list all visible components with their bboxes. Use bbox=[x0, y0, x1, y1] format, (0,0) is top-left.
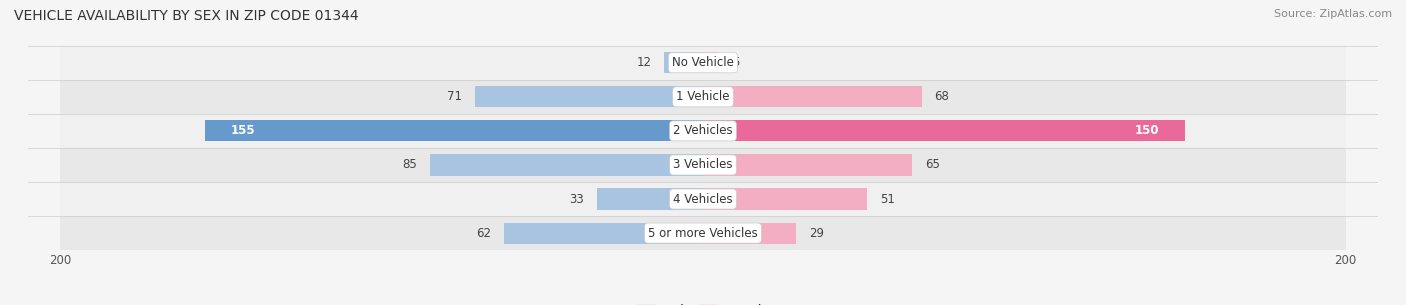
Bar bbox=[503, 223, 703, 244]
Text: Source: ZipAtlas.com: Source: ZipAtlas.com bbox=[1274, 9, 1392, 19]
Legend: Male, Female: Male, Female bbox=[633, 300, 773, 305]
Text: 2 Vehicles: 2 Vehicles bbox=[673, 124, 733, 137]
Bar bbox=[60, 114, 1346, 148]
Text: 12: 12 bbox=[637, 56, 651, 69]
Text: 5: 5 bbox=[733, 56, 740, 69]
Bar bbox=[665, 52, 703, 73]
Bar bbox=[703, 223, 796, 244]
Text: 33: 33 bbox=[569, 192, 583, 206]
Bar bbox=[475, 86, 703, 107]
Bar bbox=[703, 86, 921, 107]
Text: 1 Vehicle: 1 Vehicle bbox=[676, 90, 730, 103]
Text: 62: 62 bbox=[475, 227, 491, 239]
Bar bbox=[430, 154, 703, 175]
Bar bbox=[703, 154, 912, 175]
Bar bbox=[703, 52, 718, 73]
Text: 155: 155 bbox=[231, 124, 256, 137]
Text: 68: 68 bbox=[935, 90, 949, 103]
Bar bbox=[60, 148, 1346, 182]
Text: 51: 51 bbox=[880, 192, 894, 206]
Text: 65: 65 bbox=[925, 159, 939, 171]
Text: 85: 85 bbox=[402, 159, 418, 171]
Text: 4 Vehicles: 4 Vehicles bbox=[673, 192, 733, 206]
Text: 71: 71 bbox=[447, 90, 463, 103]
Bar bbox=[598, 188, 703, 210]
Text: VEHICLE AVAILABILITY BY SEX IN ZIP CODE 01344: VEHICLE AVAILABILITY BY SEX IN ZIP CODE … bbox=[14, 9, 359, 23]
Bar bbox=[703, 120, 1185, 142]
Bar bbox=[60, 46, 1346, 80]
Text: 5 or more Vehicles: 5 or more Vehicles bbox=[648, 227, 758, 239]
Text: 3 Vehicles: 3 Vehicles bbox=[673, 159, 733, 171]
Text: 29: 29 bbox=[808, 227, 824, 239]
Bar bbox=[60, 182, 1346, 216]
Text: No Vehicle: No Vehicle bbox=[672, 56, 734, 69]
Bar bbox=[60, 216, 1346, 250]
Bar bbox=[205, 120, 703, 142]
Bar bbox=[703, 188, 868, 210]
Text: 150: 150 bbox=[1135, 124, 1160, 137]
Bar bbox=[60, 80, 1346, 114]
